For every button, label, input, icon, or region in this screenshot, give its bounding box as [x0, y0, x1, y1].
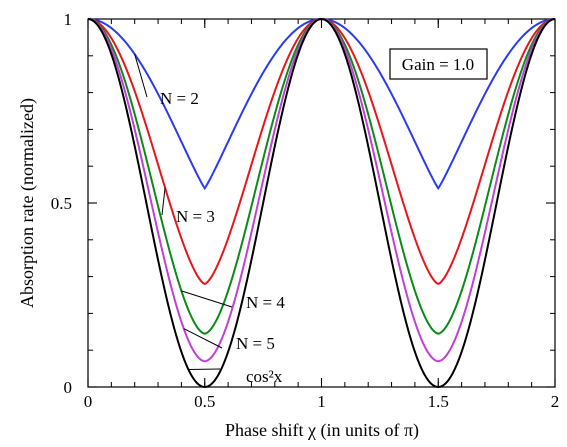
x-tick-label: 1.5: [428, 392, 449, 411]
x-axis-label: Phase shift χ (in units of π): [225, 420, 419, 441]
tick-labels: 0 0.5 1 1.5 2 0 0.5 1: [51, 10, 560, 411]
curves: [87, 17, 556, 389]
y-tick-label: 1: [64, 10, 73, 29]
curve-label: cos²x: [246, 367, 283, 386]
x-tick-label: 0.5: [194, 392, 215, 411]
curve-label-leader: [181, 290, 233, 308]
gain-box: Gain = 1.0: [389, 48, 488, 80]
curve-label: N = 3: [176, 207, 215, 226]
curve-label: N = 2: [160, 89, 199, 108]
y-axis-label: Absorption rate (normalized): [17, 98, 38, 308]
curve-label: N = 5: [236, 334, 275, 353]
series-line: [87, 17, 556, 389]
x-tick-label: 0: [84, 392, 93, 411]
curve-label-leader: [134, 54, 148, 98]
gain-label: Gain = 1.0: [402, 55, 474, 74]
curve-label: N = 4: [246, 293, 285, 312]
curve-label-leader: [183, 328, 223, 349]
curve-labels: N = 2 N = 3 N = 4 N = 5 cos²x: [134, 54, 285, 386]
x-tick-label: 2: [551, 392, 560, 411]
y-tick-label: 0.5: [51, 194, 72, 213]
curve-label-leader: [161, 187, 166, 216]
y-tick-label: 0: [64, 378, 73, 397]
x-tick-label: 1: [317, 392, 326, 411]
